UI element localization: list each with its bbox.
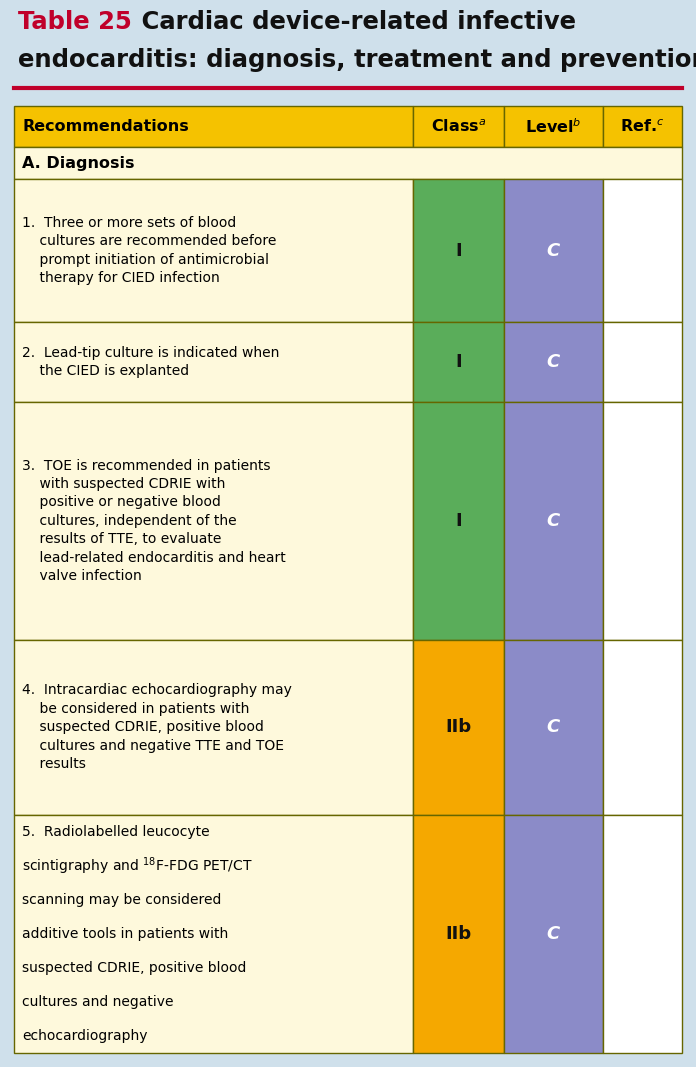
Text: Ref.$^c$: Ref.$^c$: [620, 118, 665, 134]
Text: C: C: [546, 241, 560, 259]
Text: 3.  TOE is recommended in patients
    with suspected CDRIE with
    positive or: 3. TOE is recommended in patients with s…: [22, 459, 286, 583]
Text: additive tools in patients with: additive tools in patients with: [22, 927, 228, 941]
Bar: [603, 640, 682, 815]
Text: C: C: [546, 718, 560, 736]
Text: C: C: [546, 353, 560, 371]
Text: suspected CDRIE, positive blood: suspected CDRIE, positive blood: [22, 961, 246, 975]
Text: scanning may be considered: scanning may be considered: [22, 893, 221, 907]
Bar: [14, 179, 413, 322]
Text: Cardiac device-related infective: Cardiac device-related infective: [116, 10, 576, 34]
Bar: [603, 815, 682, 1053]
Bar: [603, 179, 682, 322]
Bar: [504, 322, 603, 401]
Bar: [504, 179, 603, 322]
Text: I: I: [455, 353, 462, 371]
Bar: [603, 106, 682, 147]
Bar: [413, 640, 504, 815]
Text: cultures and negative: cultures and negative: [22, 994, 173, 1009]
Bar: [413, 401, 504, 640]
Text: C: C: [546, 925, 560, 943]
Text: IIb: IIb: [445, 718, 472, 736]
Text: 5.  Radiolabelled leucocyte: 5. Radiolabelled leucocyte: [22, 825, 209, 839]
Text: Recommendations: Recommendations: [22, 120, 189, 134]
Bar: [14, 401, 413, 640]
Bar: [603, 401, 682, 640]
Text: Level$^b$: Level$^b$: [525, 117, 581, 136]
Bar: [504, 401, 603, 640]
Bar: [14, 322, 413, 401]
Text: 4.  Intracardiac echocardiography may
    be considered in patients with
    sus: 4. Intracardiac echocardiography may be …: [22, 684, 292, 771]
Text: IIb: IIb: [445, 925, 472, 943]
Text: 2.  Lead-tip culture is indicated when
    the CIED is explanted: 2. Lead-tip culture is indicated when th…: [22, 346, 279, 378]
Text: I: I: [455, 512, 462, 529]
Bar: [504, 815, 603, 1053]
Bar: [413, 815, 504, 1053]
Text: echocardiography: echocardiography: [22, 1029, 148, 1042]
Text: scintigraphy and $^{18}$F-FDG PET/CT: scintigraphy and $^{18}$F-FDG PET/CT: [22, 855, 253, 876]
Text: I: I: [455, 241, 462, 259]
Bar: [504, 106, 603, 147]
Text: endocarditis: diagnosis, treatment and prevention: endocarditis: diagnosis, treatment and p…: [18, 48, 696, 71]
Bar: [14, 147, 682, 179]
Text: Class$^a$: Class$^a$: [431, 118, 487, 134]
Bar: [413, 179, 504, 322]
Text: C: C: [546, 512, 560, 529]
Text: 1.  Three or more sets of blood
    cultures are recommended before
    prompt i: 1. Three or more sets of blood cultures …: [22, 216, 276, 285]
Bar: [14, 106, 413, 147]
Bar: [14, 815, 413, 1053]
Bar: [14, 640, 413, 815]
Bar: [413, 322, 504, 401]
Bar: [413, 106, 504, 147]
Bar: [603, 322, 682, 401]
Bar: [504, 640, 603, 815]
Text: A. Diagnosis: A. Diagnosis: [22, 156, 134, 171]
Text: Table 25: Table 25: [18, 10, 132, 34]
